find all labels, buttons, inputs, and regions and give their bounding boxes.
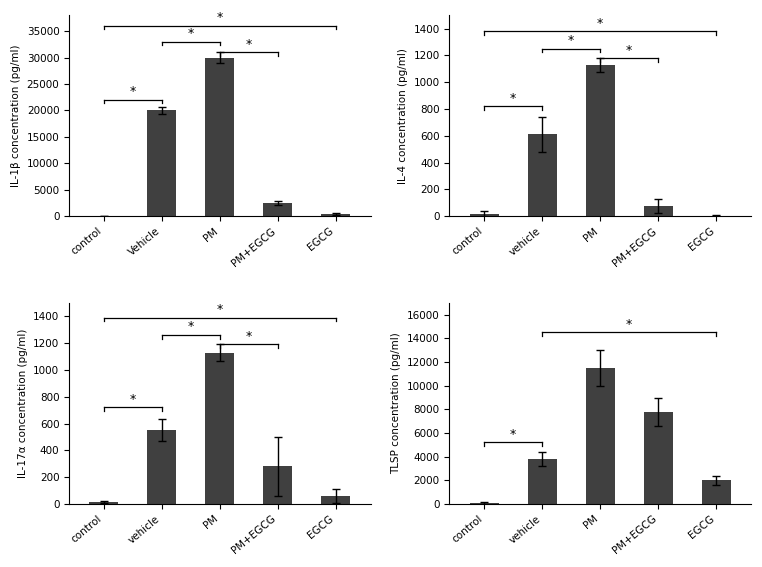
- Bar: [586, 65, 615, 216]
- Text: *: *: [510, 428, 517, 441]
- Bar: [469, 214, 498, 216]
- Text: *: *: [187, 27, 194, 40]
- Bar: [528, 459, 557, 504]
- Text: *: *: [626, 318, 632, 331]
- Bar: [702, 480, 731, 504]
- Bar: [147, 111, 176, 216]
- Bar: [89, 502, 118, 504]
- Text: *: *: [216, 11, 223, 24]
- Bar: [264, 203, 293, 216]
- Bar: [586, 368, 615, 504]
- Text: *: *: [510, 92, 517, 105]
- Bar: [702, 215, 731, 216]
- Bar: [264, 467, 293, 504]
- Bar: [644, 206, 673, 216]
- Bar: [644, 412, 673, 504]
- Y-axis label: IL-4 concentration (pg/ml): IL-4 concentration (pg/ml): [398, 48, 408, 184]
- Text: *: *: [130, 393, 136, 406]
- Text: *: *: [597, 16, 604, 29]
- Text: *: *: [130, 85, 136, 98]
- Text: *: *: [245, 330, 252, 343]
- Y-axis label: TLSP concentration (pg/ml): TLSP concentration (pg/ml): [392, 332, 402, 474]
- Bar: [528, 134, 557, 216]
- Text: *: *: [187, 320, 194, 333]
- Text: *: *: [568, 34, 575, 47]
- Y-axis label: IL-17α concentration (pg/ml): IL-17α concentration (pg/ml): [18, 329, 27, 478]
- Y-axis label: IL-1β concentration (pg/ml): IL-1β concentration (pg/ml): [11, 44, 21, 187]
- Bar: [322, 496, 351, 504]
- Bar: [206, 58, 235, 216]
- Text: *: *: [216, 303, 223, 316]
- Text: *: *: [245, 37, 252, 50]
- Bar: [147, 430, 176, 504]
- Bar: [206, 353, 235, 504]
- Text: *: *: [626, 44, 632, 57]
- Bar: [469, 503, 498, 504]
- Bar: [322, 214, 351, 216]
